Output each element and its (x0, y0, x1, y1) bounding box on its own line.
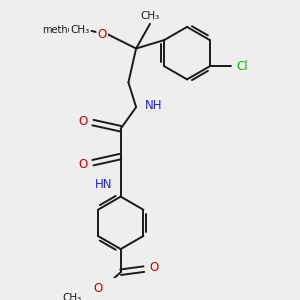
Text: CH₃: CH₃ (70, 25, 89, 35)
Text: O: O (98, 28, 107, 41)
Text: methoxy: methoxy (43, 25, 85, 35)
Text: O: O (149, 261, 159, 274)
Text: O: O (93, 282, 102, 295)
Text: HN: HN (94, 178, 112, 191)
Text: O: O (78, 158, 87, 171)
Text: NH: NH (145, 99, 162, 112)
Text: CH₃: CH₃ (140, 11, 160, 21)
Text: Cl: Cl (236, 60, 248, 73)
Text: CH₃: CH₃ (62, 292, 82, 300)
Text: O: O (78, 115, 87, 128)
